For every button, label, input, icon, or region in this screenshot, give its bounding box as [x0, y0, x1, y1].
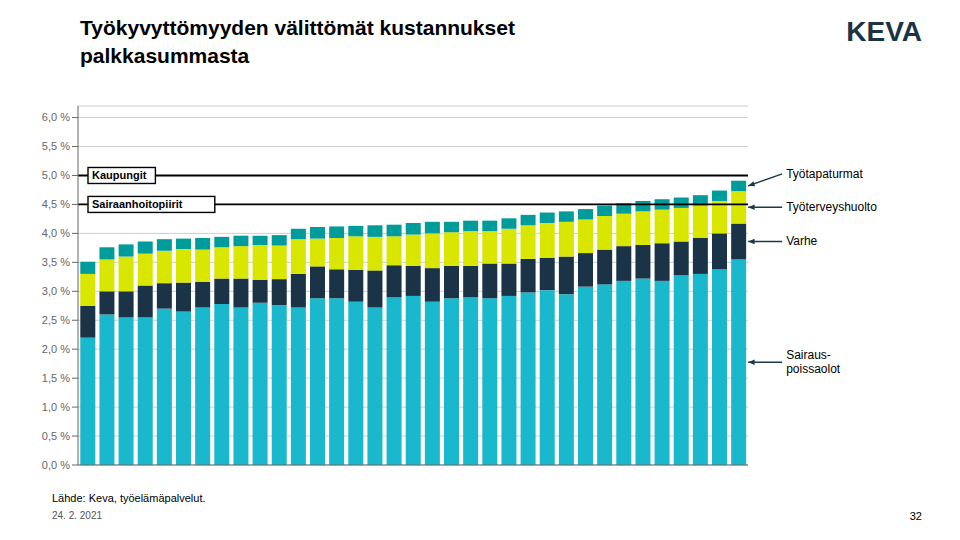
- svg-text:0,0 %: 0,0 %: [42, 459, 70, 471]
- svg-text:Työtapaturmat: Työtapaturmat: [786, 167, 863, 181]
- svg-text:1,5 %: 1,5 %: [42, 372, 70, 384]
- svg-text:5,0 %: 5,0 %: [42, 169, 70, 181]
- html-text:24. 2. 2021: 24. 2. 2021: [52, 510, 102, 521]
- svg-text:Kaupungit: Kaupungit: [92, 169, 147, 181]
- html-text:32: 32: [909, 510, 922, 522]
- svg-text:4,5 %: 4,5 %: [42, 198, 70, 210]
- svg-text:Sairaus-poissaolot: Sairaus-poissaolot: [786, 348, 841, 376]
- html-text:KEVA: KEVA: [846, 16, 922, 47]
- svg-text:6,0 %: 6,0 %: [42, 111, 70, 123]
- svg-text:1,0 %: 1,0 %: [42, 401, 70, 413]
- svg-text:0,5 %: 0,5 %: [42, 430, 70, 442]
- svg-text:Työterveyshuolto: Työterveyshuolto: [786, 200, 877, 214]
- svg-text:2,0 %: 2,0 %: [42, 343, 70, 355]
- svg-text:Varhe: Varhe: [786, 234, 817, 248]
- svg-text:Sairaanhoitopiirit: Sairaanhoitopiirit: [92, 198, 183, 210]
- svg-text:4,0 %: 4,0 %: [42, 227, 70, 239]
- svg-text:2,5 %: 2,5 %: [42, 314, 70, 326]
- svg-text:3,0 %: 3,0 %: [42, 285, 70, 297]
- svg-text:3,5 %: 3,5 %: [42, 256, 70, 268]
- svg-text:5,5 %: 5,5 %: [42, 140, 70, 152]
- html-text:palkkasummasta: palkkasummasta: [80, 44, 250, 67]
- html-text:Lähde: Keva, työelämäpalvelut.: Lähde: Keva, työelämäpalvelut.: [52, 492, 206, 504]
- html-text:Työkyvyttömyyden välittömät ku: Työkyvyttömyyden välittömät kustannukset: [80, 16, 515, 39]
